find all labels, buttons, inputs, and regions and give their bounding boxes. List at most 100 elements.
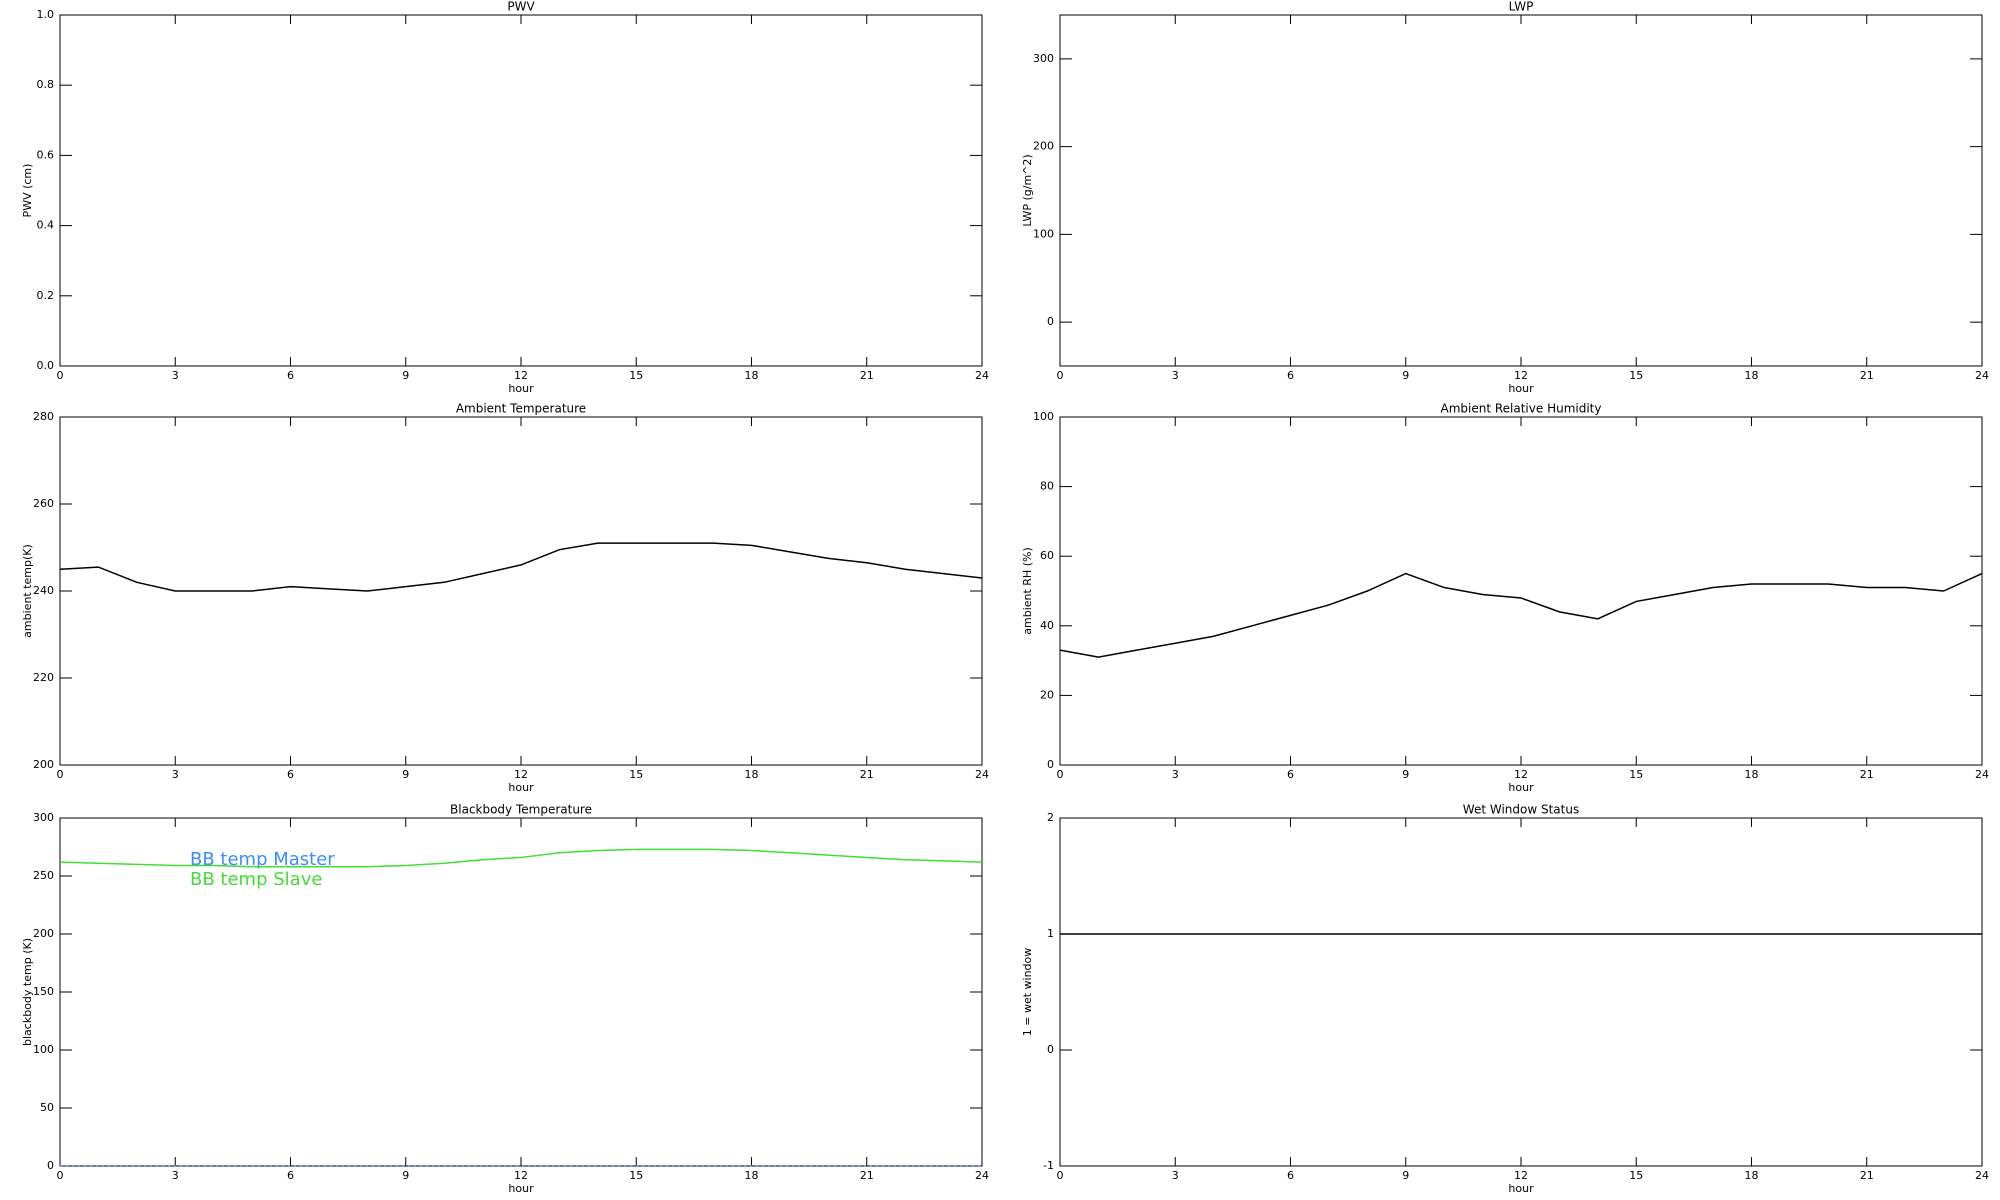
x-tick-label: 18: [745, 369, 759, 382]
y-tick-label: 0: [1047, 758, 1054, 771]
y-tick-label: 1.0: [37, 8, 55, 21]
x-tick-label: 0: [57, 369, 64, 382]
x-tick-label: 12: [1514, 768, 1528, 781]
plot-frame: [1059, 817, 1983, 1167]
data-line: [1059, 572, 1983, 658]
x-tick-label: 3: [1172, 369, 1179, 382]
x-axis-label: hour: [1508, 1182, 1534, 1195]
y-tick-label: 0: [47, 1159, 54, 1172]
x-tick-label: 18: [745, 768, 759, 781]
y-tick-label: 220: [33, 671, 54, 684]
x-tick-label: 18: [1745, 1169, 1759, 1182]
y-tick-label: 0: [1047, 1043, 1054, 1056]
chart-title: LWP: [1509, 0, 1534, 14]
x-tick-label: 15: [629, 768, 643, 781]
y-tick-label: 260: [33, 497, 54, 510]
chart-title: Ambient Relative Humidity: [1441, 402, 1602, 416]
y-axis-label: PWV (cm): [21, 164, 34, 218]
x-tick-label: 9: [402, 768, 409, 781]
x-tick-label: 18: [1745, 369, 1759, 382]
y-tick-label: 0.4: [37, 219, 55, 232]
chart-title: Blackbody Temperature: [450, 803, 592, 817]
x-tick-label: 0: [57, 768, 64, 781]
x-tick-label: 12: [1514, 1169, 1528, 1182]
y-tick-label: 100: [33, 1043, 54, 1056]
x-tick-label: 24: [975, 369, 989, 382]
plot-frame: [59, 14, 983, 367]
x-axis-label: hour: [1508, 382, 1534, 395]
x-tick-label: 21: [1860, 369, 1874, 382]
y-tick-label: 80: [1040, 480, 1054, 493]
x-tick-label: 12: [1514, 369, 1528, 382]
x-tick-label: 15: [1629, 1169, 1643, 1182]
x-tick-label: 21: [860, 369, 874, 382]
data-line: [59, 542, 983, 592]
x-tick-label: 9: [1402, 369, 1409, 382]
y-axis-label: blackbody temp (K): [21, 938, 34, 1046]
x-tick-label: 18: [1745, 768, 1759, 781]
y-tick-label: 280: [33, 410, 54, 423]
y-tick-label: -1: [1043, 1159, 1054, 1172]
y-tick-label: 1: [1047, 927, 1054, 940]
x-tick-label: 3: [172, 768, 179, 781]
y-tick-label: 0.2: [37, 289, 55, 302]
x-tick-label: 9: [402, 1169, 409, 1182]
x-tick-label: 12: [514, 1169, 528, 1182]
x-tick-label: 24: [975, 768, 989, 781]
chart-title: PWV: [507, 0, 535, 14]
x-tick-label: 0: [57, 1169, 64, 1182]
x-tick-label: 0: [1057, 768, 1064, 781]
x-tick-label: 15: [629, 1169, 643, 1182]
x-tick-label: 0: [1057, 1169, 1064, 1182]
x-tick-label: 15: [1629, 369, 1643, 382]
x-tick-label: 6: [1287, 768, 1294, 781]
y-axis-label: LWP (g/m^2): [1021, 154, 1034, 226]
y-tick-label: 100: [1033, 410, 1054, 423]
x-tick-label: 18: [745, 1169, 759, 1182]
x-tick-label: 6: [1287, 369, 1294, 382]
x-tick-label: 3: [1172, 768, 1179, 781]
data-line: [59, 848, 983, 868]
x-axis-label: hour: [508, 1182, 534, 1195]
y-tick-label: 0: [1047, 315, 1054, 328]
y-tick-label: 250: [33, 869, 54, 882]
x-tick-label: 24: [1975, 369, 1989, 382]
legend-entry: BB temp Master: [190, 849, 335, 870]
x-axis-label: hour: [508, 781, 534, 794]
y-tick-label: 100: [1033, 227, 1054, 240]
x-axis-label: hour: [1508, 781, 1534, 794]
x-tick-label: 15: [629, 369, 643, 382]
y-tick-label: 150: [33, 985, 54, 998]
x-tick-label: 24: [1975, 1169, 1989, 1182]
chart-title: Ambient Temperature: [456, 402, 586, 416]
legend-entry: BB temp Slave: [190, 869, 322, 890]
x-tick-label: 24: [975, 1169, 989, 1182]
y-tick-label: 40: [1040, 619, 1054, 632]
y-tick-label: 300: [1033, 52, 1054, 65]
y-axis-label: ambient temp(K): [21, 544, 34, 638]
x-tick-label: 3: [172, 1169, 179, 1182]
x-tick-label: 9: [1402, 1169, 1409, 1182]
x-tick-label: 3: [1172, 1169, 1179, 1182]
y-tick-label: 50: [40, 1101, 54, 1114]
x-tick-label: 15: [1629, 768, 1643, 781]
x-tick-label: 0: [1057, 369, 1064, 382]
x-tick-label: 21: [860, 1169, 874, 1182]
y-tick-label: 0.0: [37, 359, 55, 372]
x-tick-label: 9: [1402, 768, 1409, 781]
x-tick-label: 21: [1860, 768, 1874, 781]
y-tick-label: 200: [33, 758, 54, 771]
y-tick-label: 240: [33, 584, 54, 597]
x-tick-label: 6: [287, 1169, 294, 1182]
x-tick-label: 6: [287, 369, 294, 382]
plot-frame: [1059, 416, 1983, 766]
x-tick-label: 12: [514, 369, 528, 382]
plot-frame: [1059, 14, 1983, 367]
y-axis-label: ambient RH (%): [1021, 547, 1034, 635]
y-tick-label: 0.6: [37, 148, 55, 161]
y-tick-label: 0.8: [37, 78, 55, 91]
x-axis-label: hour: [508, 382, 534, 395]
x-tick-label: 21: [860, 768, 874, 781]
y-tick-label: 300: [33, 811, 54, 824]
